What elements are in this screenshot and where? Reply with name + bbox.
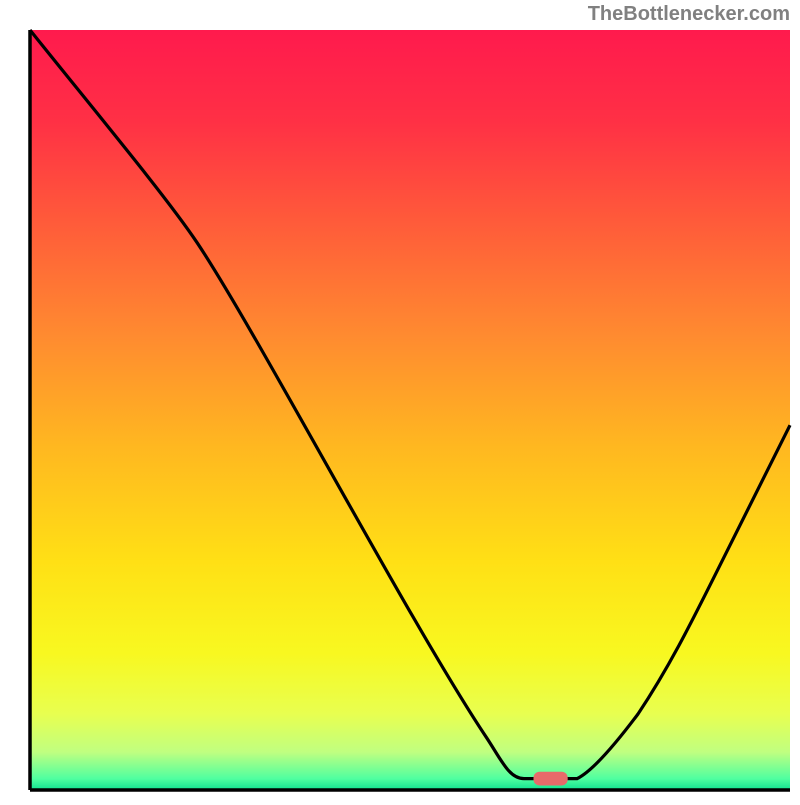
optimal-marker: [534, 772, 568, 786]
plot-background-gradient: [30, 30, 790, 790]
watermark-text: TheBottlenecker.com: [588, 3, 790, 25]
bottleneck-chart: TheBottlenecker.com: [0, 0, 800, 800]
chart-container: TheBottlenecker.com: [0, 0, 800, 800]
